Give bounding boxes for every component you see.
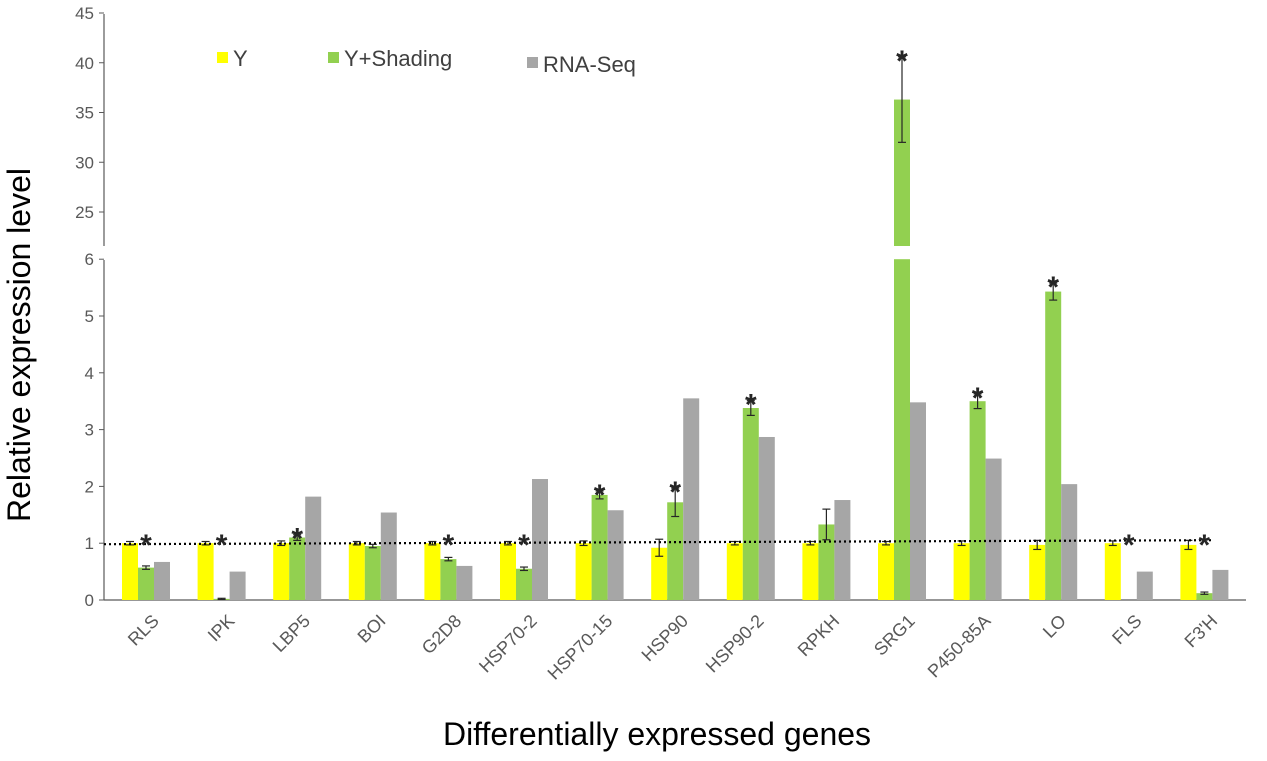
bar-y-shading-rpkh bbox=[818, 524, 835, 600]
bar-rna-seq-hsp90-2 bbox=[758, 436, 775, 600]
x-axis-title: Differentially expressed genes bbox=[443, 716, 871, 752]
x-tick-label: LBP5 bbox=[269, 611, 314, 656]
bar-y-fls bbox=[1104, 543, 1121, 600]
bar-rna-seq-rls bbox=[154, 561, 170, 600]
bar-y-rls bbox=[122, 543, 138, 600]
y-tick-label: 40 bbox=[75, 54, 94, 73]
legend-label-rna-seq: RNA-Seq bbox=[543, 52, 636, 77]
bar-rna-seq-rpkh bbox=[834, 500, 851, 600]
y-tick-label: 30 bbox=[75, 153, 94, 172]
y-tick-label: 6 bbox=[85, 250, 94, 269]
significance-marker: * bbox=[216, 529, 228, 562]
x-tick-label: HSP70-15 bbox=[544, 611, 617, 684]
bar-y-hsp90-2 bbox=[726, 543, 743, 600]
bar-y-shading-f3'h bbox=[1196, 593, 1213, 600]
y-tick-label: 1 bbox=[85, 534, 94, 553]
bar-rna-seq-ipk bbox=[229, 571, 246, 600]
significance-marker: * bbox=[1047, 271, 1059, 304]
bar-y-shading-lo bbox=[1045, 291, 1062, 600]
legend-swatch-y-shading bbox=[328, 52, 339, 63]
significance-marker: * bbox=[1199, 529, 1211, 562]
legend-swatch-y bbox=[217, 52, 228, 63]
bar-y-lbp5 bbox=[273, 543, 290, 600]
bar-y-shading-hsp90-2 bbox=[742, 408, 759, 600]
bar-y-hsp90 bbox=[651, 547, 668, 600]
significance-marker: * bbox=[972, 382, 984, 415]
bar-rna-seq-f3'h bbox=[1212, 569, 1229, 600]
bar-y-shading-rls bbox=[138, 567, 154, 600]
x-tick-label: RPKH bbox=[794, 611, 844, 661]
bar-y-shading-p450-85a bbox=[969, 401, 986, 600]
y-tick-label: 4 bbox=[85, 364, 94, 383]
bar-y-shading-g2d8 bbox=[440, 559, 457, 600]
bar-y-hsp70-2 bbox=[500, 543, 516, 600]
bar-upper-y-shading-srg1 bbox=[894, 99, 910, 246]
x-tick-label: P450-85A bbox=[924, 611, 995, 682]
significance-marker: * bbox=[291, 523, 303, 556]
bar-y-shading-hsp90 bbox=[667, 502, 684, 600]
significance-marker: * bbox=[140, 529, 152, 562]
bar-rna-seq-srg1 bbox=[910, 402, 926, 600]
significance-marker: * bbox=[745, 389, 757, 422]
bar-y-shading-lbp5 bbox=[289, 537, 306, 600]
bar-rna-seq-p450-85a bbox=[985, 458, 1002, 600]
x-tick-label: SRG1 bbox=[870, 611, 919, 660]
x-tick-label: BOI bbox=[354, 611, 390, 647]
x-tick-label: HSP70-2 bbox=[475, 611, 541, 677]
significance-marker: * bbox=[669, 476, 681, 509]
y-tick-label: 45 bbox=[75, 4, 94, 23]
bar-rna-seq-fls bbox=[1136, 571, 1153, 600]
legend-swatch-rna-seq bbox=[527, 57, 538, 68]
bar-rna-seq-lbp5 bbox=[305, 496, 322, 600]
significance-marker: * bbox=[1123, 529, 1135, 562]
y-axis-title: Relative expression level bbox=[1, 168, 37, 522]
x-tick-label: IPK bbox=[204, 611, 239, 646]
bar-y-srg1 bbox=[878, 543, 894, 600]
legend-label-y-shading: Y+Shading bbox=[344, 46, 452, 71]
bar-rna-seq-g2d8 bbox=[456, 565, 473, 600]
bar-rna-seq-hsp70-15 bbox=[607, 510, 624, 600]
bar-y-f3'h bbox=[1180, 544, 1197, 600]
y-tick-label: 0 bbox=[85, 591, 94, 610]
bar-y-p450-85a bbox=[953, 543, 970, 600]
bar-y-boi bbox=[348, 543, 365, 600]
legend-label-y: Y bbox=[233, 46, 248, 71]
x-tick-label: FLS bbox=[1108, 611, 1145, 648]
legend: Y Y+Shading RNA-Seq bbox=[217, 46, 636, 77]
bar-y-lo bbox=[1029, 544, 1046, 600]
reference-line bbox=[103, 539, 1215, 546]
bar-y-hsp70-15 bbox=[575, 543, 592, 600]
significance-marker: * bbox=[896, 45, 908, 78]
x-tick-label: RLS bbox=[124, 611, 163, 650]
bar-rna-seq-boi bbox=[380, 512, 397, 600]
y-tick-label: 25 bbox=[75, 203, 94, 222]
bar-rna-seq-hsp90 bbox=[683, 398, 700, 600]
y-tick-label: 3 bbox=[85, 421, 94, 440]
y-tick-label: 35 bbox=[75, 104, 94, 123]
significance-marker: * bbox=[443, 529, 455, 562]
y-tick-label: 5 bbox=[85, 307, 94, 326]
x-tick-label: G2D8 bbox=[418, 611, 465, 658]
bar-y-g2d8 bbox=[424, 543, 441, 600]
x-tick-label: HSP90 bbox=[638, 611, 692, 665]
bar-y-shading-boi bbox=[364, 546, 381, 600]
x-tick-label: HSP90-2 bbox=[702, 611, 768, 677]
y-tick-label: 2 bbox=[85, 477, 94, 496]
bar-y-shading-hsp70-15 bbox=[591, 494, 608, 600]
significance-marker: * bbox=[518, 529, 530, 562]
significance-marker: * bbox=[594, 479, 606, 512]
bar-y-rpkh bbox=[802, 543, 819, 600]
bar-y-ipk bbox=[197, 543, 214, 600]
bar-y-shading-srg1 bbox=[894, 259, 910, 600]
bar-rna-seq-lo bbox=[1061, 484, 1078, 600]
bars-layer bbox=[103, 56, 1229, 601]
bar-rna-seq-hsp70-2 bbox=[532, 479, 548, 600]
bar-y-shading-hsp70-2 bbox=[516, 568, 532, 600]
x-tick-label: F3'H bbox=[1181, 611, 1222, 652]
x-tick-label: LO bbox=[1039, 611, 1070, 642]
